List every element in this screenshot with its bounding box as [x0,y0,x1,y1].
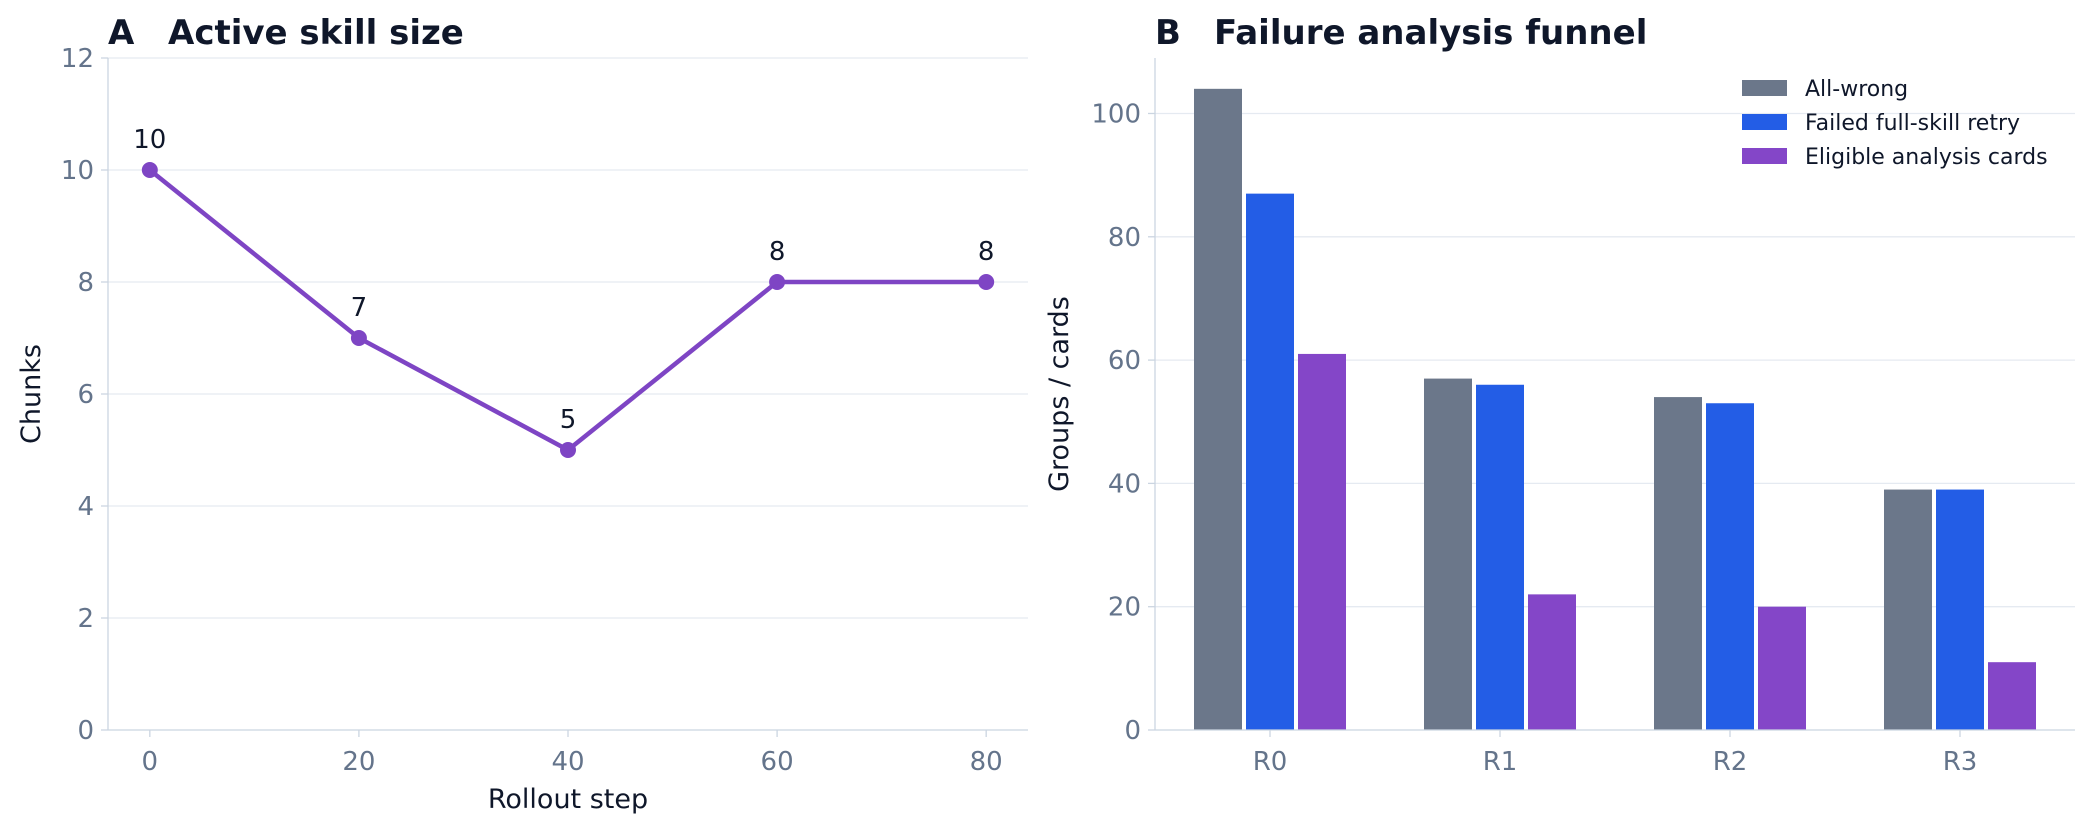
panel-a-data-label: 7 [351,293,368,323]
panel-b-y-tick-label: 80 [1108,223,1141,253]
panel-b-y-tick-label: 60 [1108,346,1141,376]
panel-b-bar [1706,403,1754,730]
panel-a-points: 10 7 5 8 8 [133,125,994,458]
panel-b: B Failure analysis funnel 0 20 40 60 80 100 R… [1044,13,2075,777]
panel-a-point [350,330,367,346]
panel-b-bar [1758,606,1806,730]
panel-a-x-label: Rollout step [488,784,648,815]
legend-label: All-wrong [1805,77,1908,102]
panel-a-y-tick-label: 10 [61,156,94,186]
panel-a-gridlines [108,57,1028,619]
panel-a-point [769,274,786,290]
panel-a-x-tick-label: 40 [551,747,584,777]
panel-a-data-label: 10 [133,125,166,155]
panel-b-x-tick-label: R1 [1483,747,1518,777]
panel-b-letter: B [1155,13,1181,53]
panel-b-y-tick-label: 0 [1124,716,1141,746]
panel-b-bar [1298,353,1346,730]
panel-b-y-tick-label: 20 [1108,593,1141,623]
panel-a-x-tick-label: 80 [970,747,1003,777]
panel-b-legend: All-wrong Failed full-skill retry Eligible… [1742,77,2048,170]
panel-a-data-label: 5 [560,405,577,435]
panel-b-bar [1988,662,2036,730]
panel-a-title: Active skill size [168,13,464,53]
panel-b-bar [1528,594,1576,730]
panel-b-y-label: Groups / cards [1044,296,1075,492]
panel-a-y-label: Chunks [16,344,47,444]
panel-a-point [141,162,158,178]
panel-b-bar [1194,88,1242,731]
panel-b-bars [1194,88,2036,731]
panel-b-bar [1246,193,1294,730]
panel-b-x-tick-label: R3 [1943,747,1978,777]
legend-swatch [1742,114,1787,130]
panel-a-y-ticks: 0 2 4 6 8 10 12 [61,44,108,746]
panel-b-y-tick-label: 40 [1108,469,1141,499]
panel-b-bar [1476,384,1524,730]
panel-b-bar [1424,378,1472,730]
panel-a-y-tick-label: 0 [77,716,94,746]
panel-a-point [978,274,995,290]
panel-a-x-ticks: 0 20 40 60 80 [142,730,1003,777]
panel-a-y-tick-label: 4 [77,492,94,522]
panel-b-y-tick-label: 100 [1091,99,1141,129]
panel-a-data-label: 8 [978,237,995,267]
panel-b-x-tick-label: R0 [1253,747,1288,777]
panel-a-point [560,442,576,458]
panel-b-bar [1654,397,1702,730]
panel-b-title: Failure analysis funnel [1214,13,1647,53]
panel-a-x-tick-label: 20 [342,747,375,777]
legend-swatch [1742,148,1787,164]
panel-a-y-tick-label: 6 [77,380,94,410]
panel-a-x-tick-label: 60 [761,747,794,777]
panel-a-letter: A [108,13,135,53]
panel-b-y-ticks: 0 20 40 60 80 100 [1091,99,1155,746]
panel-a-y-tick-label: 2 [77,604,94,634]
panel-a-y-tick-label: 12 [61,44,94,74]
panel-b-bar [1884,489,1932,730]
legend-label: Eligible analysis cards [1805,145,2048,170]
panel-a-data-label: 8 [769,237,786,267]
panel-a-y-tick-label: 8 [77,268,94,298]
legend-label: Failed full-skill retry [1805,111,2020,136]
panel-a-x-tick-label: 0 [142,747,159,777]
panel-b-x-tick-label: R2 [1713,747,1748,777]
panel-b-bar [1936,489,1984,730]
panel-b-x-ticks: R0 R1 R2 R3 [1253,730,1978,777]
legend-swatch [1742,80,1787,96]
